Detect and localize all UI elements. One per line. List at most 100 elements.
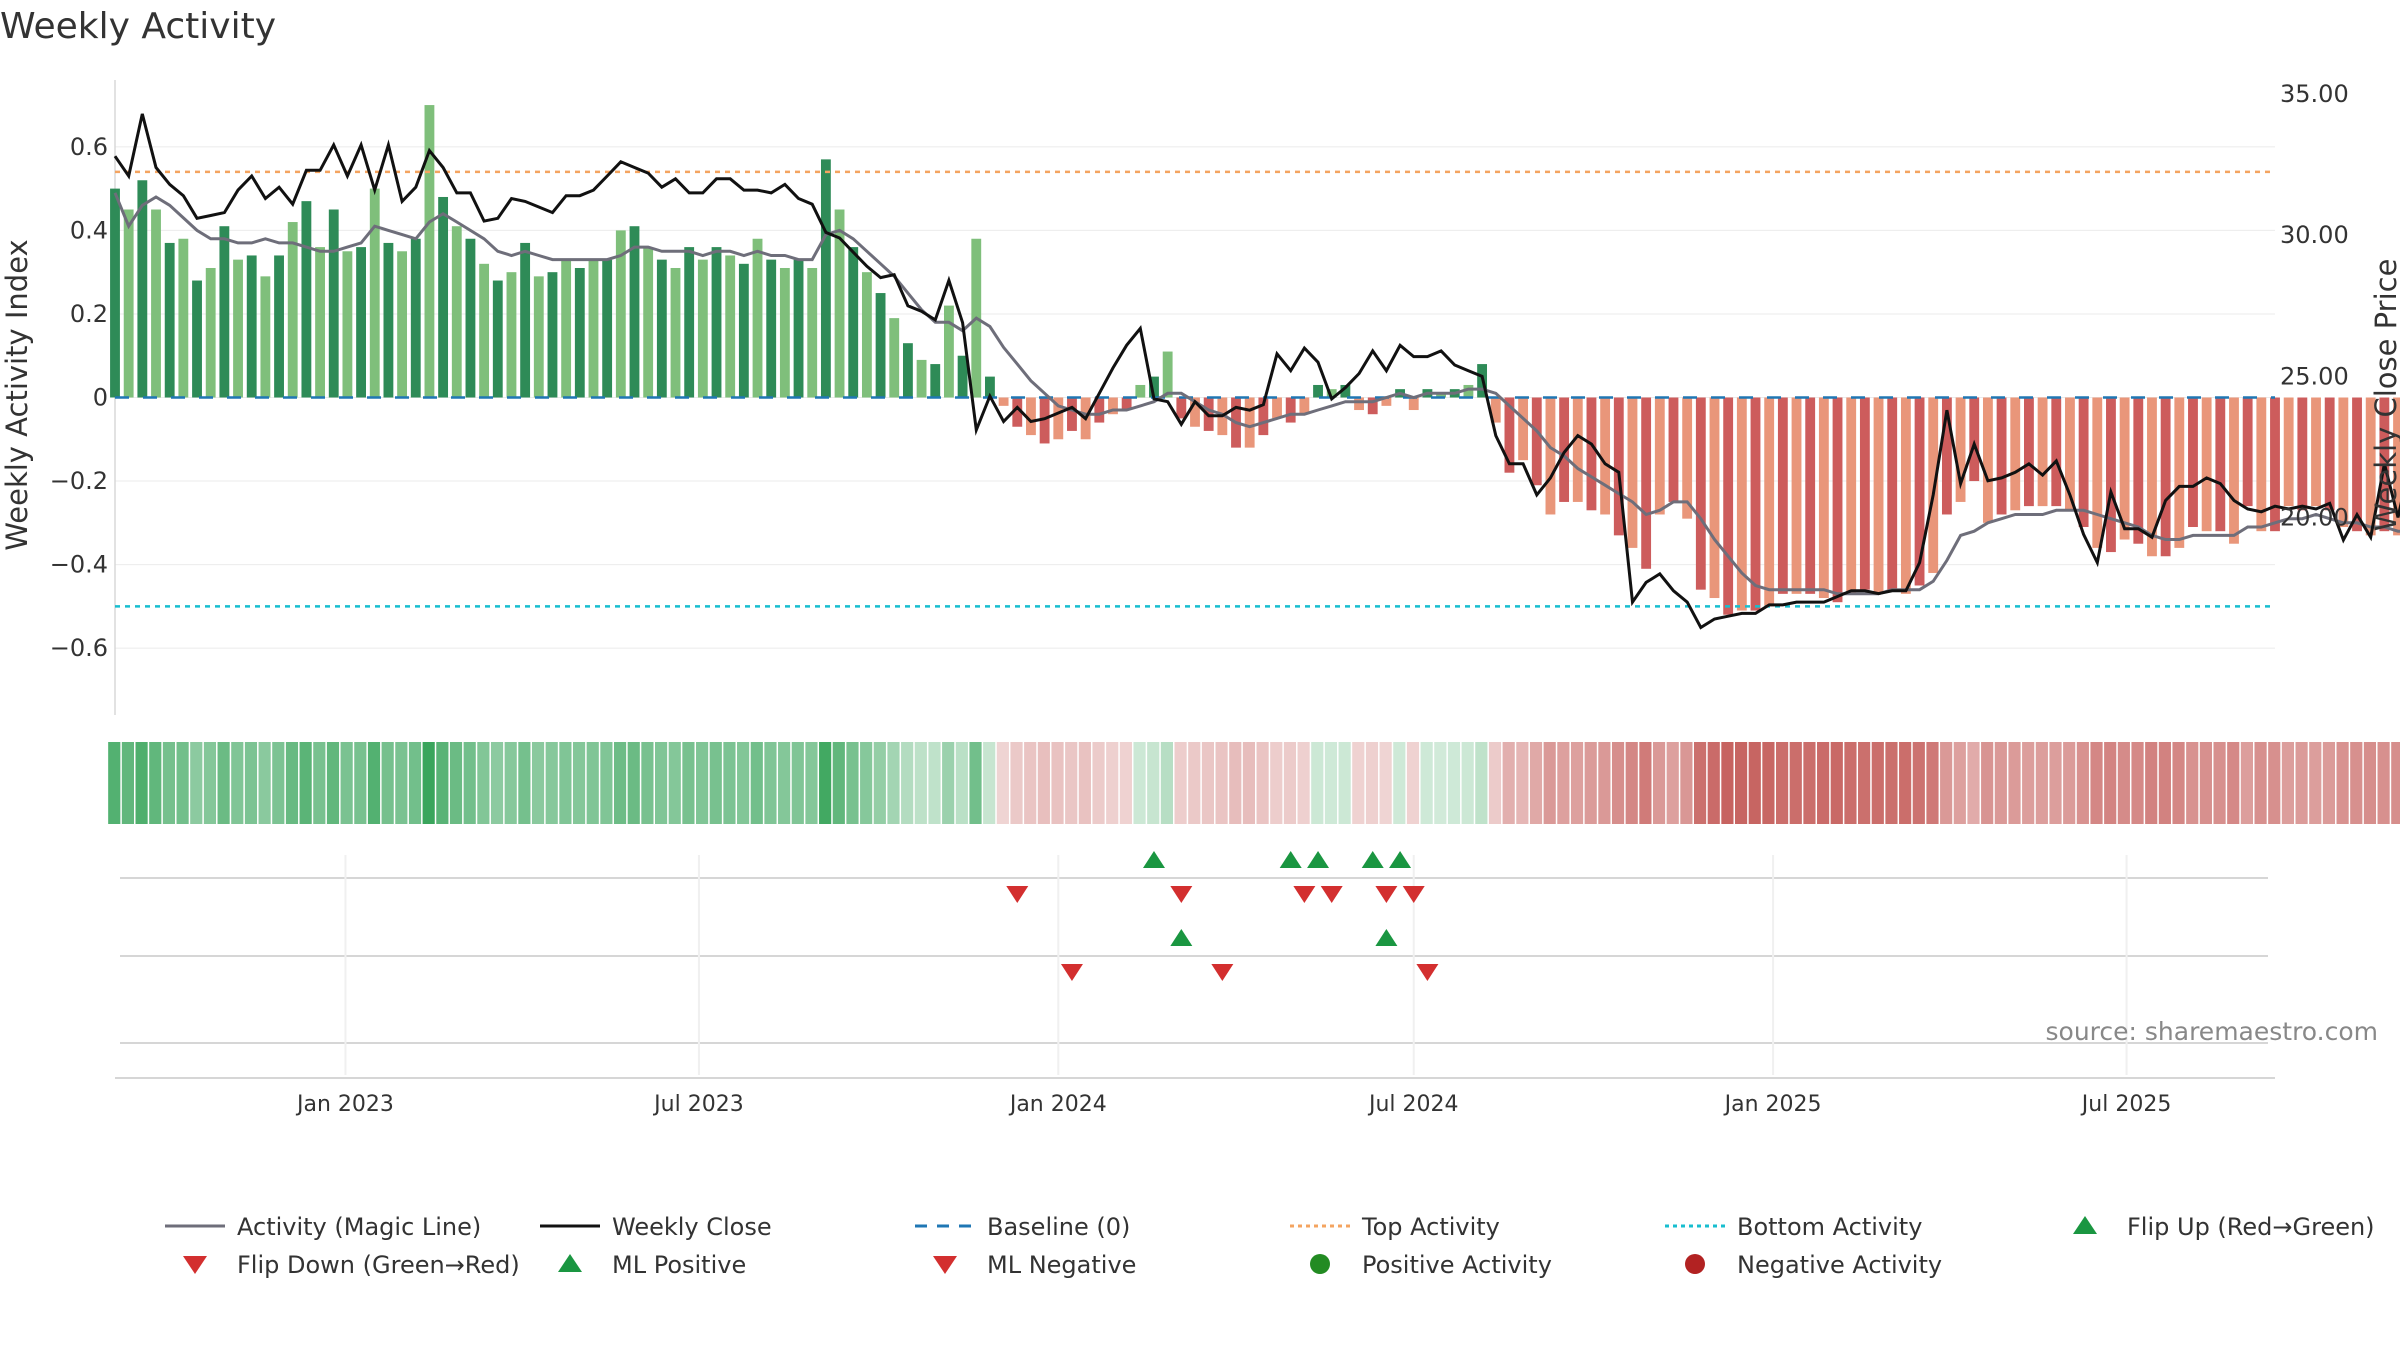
activity-bar — [957, 355, 968, 398]
activity-bar — [643, 247, 654, 398]
activity-bar — [902, 343, 913, 398]
heat-cell — [942, 742, 955, 824]
legend-item: Activity (Magic Line) — [165, 1213, 481, 1241]
activity-bar — [2051, 397, 2062, 507]
heat-cell — [2158, 742, 2171, 824]
activity-bar — [178, 238, 189, 398]
heat-cell — [1926, 742, 1939, 824]
activity-bar — [2092, 397, 2103, 548]
legend-item: Top Activity — [1290, 1213, 1500, 1241]
activity-bar — [328, 209, 339, 398]
heat-cell — [1174, 742, 1187, 824]
heat-cell — [477, 742, 490, 824]
activity-bar — [1504, 397, 1515, 473]
y-left-tick-label: 0.2 — [70, 300, 108, 328]
activity-bar — [2174, 397, 2185, 548]
heat-cell — [1735, 742, 1748, 824]
heat-cell — [1789, 742, 1802, 824]
activity-bar — [2160, 397, 2171, 557]
activity-bar — [1518, 397, 1529, 461]
y-left-tick-label: −0.6 — [50, 634, 108, 662]
heat-cell — [1543, 742, 1556, 824]
activity-bar — [1272, 397, 1282, 419]
heat-cell — [1570, 742, 1584, 824]
activity-bar — [1149, 376, 1159, 398]
heat-cell — [2391, 742, 2400, 824]
x-tick-label: Jul 2024 — [1367, 1092, 1459, 1117]
activity-bar — [2256, 397, 2267, 532]
activity-bar — [1012, 397, 1023, 427]
heat-cell — [2131, 742, 2144, 824]
legend-label: Positive Activity — [1362, 1251, 1552, 1279]
activity-bar — [465, 238, 476, 398]
heat-cell — [463, 742, 476, 824]
heat-cell — [1625, 742, 1638, 824]
up-signal-marker — [1307, 851, 1330, 868]
legend-item: Baseline (0) — [915, 1213, 1130, 1241]
heat-cell — [518, 742, 531, 824]
heat-cell — [299, 742, 312, 824]
activity-bar — [1490, 397, 1501, 423]
activity-bar — [2270, 397, 2280, 532]
heat-cell — [1352, 742, 1365, 824]
activity-bar — [110, 188, 120, 398]
heat-cell — [2090, 742, 2103, 824]
heat-cell — [1215, 742, 1228, 824]
activity-bar — [2215, 397, 2226, 532]
y-axis-right-label: Weekly Close Price — [2369, 259, 2400, 532]
heat-cell — [203, 742, 217, 824]
activity-bar — [1039, 397, 1050, 444]
heat-cell — [1406, 742, 1420, 824]
heat-cell — [1844, 742, 1857, 824]
activity-bar — [1121, 397, 1132, 411]
source-label: source: sharemaestro.com — [2046, 1017, 2379, 1046]
heat-cell — [1379, 742, 1392, 824]
activity-bar — [779, 267, 790, 398]
legend-label: Top Activity — [1361, 1213, 1500, 1241]
heat-cell — [1106, 742, 1119, 824]
heat-cell — [764, 742, 777, 824]
heat-cell — [545, 742, 558, 824]
down-signal-marker — [1006, 886, 1029, 903]
heat-cell — [682, 742, 695, 824]
activity-bar — [1067, 397, 1077, 431]
heat-cell — [1666, 742, 1679, 824]
heat-cell — [846, 742, 859, 824]
heat-cell — [121, 742, 135, 824]
heat-cell — [1611, 742, 1625, 824]
activity-bar — [985, 376, 995, 398]
heat-cell — [1994, 742, 2007, 824]
heat-cell — [2213, 742, 2226, 824]
activity-bar — [1846, 397, 1857, 594]
activity-bar — [2338, 397, 2349, 528]
legend-swatch — [1310, 1254, 1330, 1274]
y-right-tick-label: 35.00 — [2280, 80, 2349, 108]
activity-bar — [1545, 397, 1556, 515]
x-axis-ticks: Jan 2023 Jul 2023 Jan 2024 Jul 2024 Jan 2025… — [295, 1092, 2171, 1117]
activity-bar — [246, 255, 257, 398]
activity-bar — [356, 247, 366, 398]
activity-bar — [656, 259, 667, 398]
legend-item: ML Positive — [558, 1251, 746, 1279]
legend-swatch — [558, 1254, 582, 1272]
heat-cell — [2281, 742, 2295, 824]
down-signal-marker — [1402, 886, 1425, 903]
heat-cell — [901, 742, 914, 824]
up-signal-marker — [1389, 851, 1412, 868]
heat-cell — [2022, 742, 2035, 824]
activity-bar — [834, 209, 845, 398]
heat-cell — [737, 742, 750, 824]
legend-item: Bottom Activity — [1665, 1213, 1922, 1241]
heat-cell — [1256, 742, 1269, 824]
heat-cell — [1652, 742, 1666, 824]
heat-cell — [860, 742, 873, 824]
heat-cell — [559, 742, 572, 824]
activity-bar — [1600, 397, 1611, 515]
y-left-tick-label: −0.4 — [50, 551, 108, 579]
heat-cell — [1912, 742, 1925, 824]
heat-cell — [996, 742, 1009, 824]
heat-cell — [1270, 742, 1283, 824]
heat-cell — [1297, 742, 1310, 824]
heat-cell — [2240, 742, 2253, 824]
